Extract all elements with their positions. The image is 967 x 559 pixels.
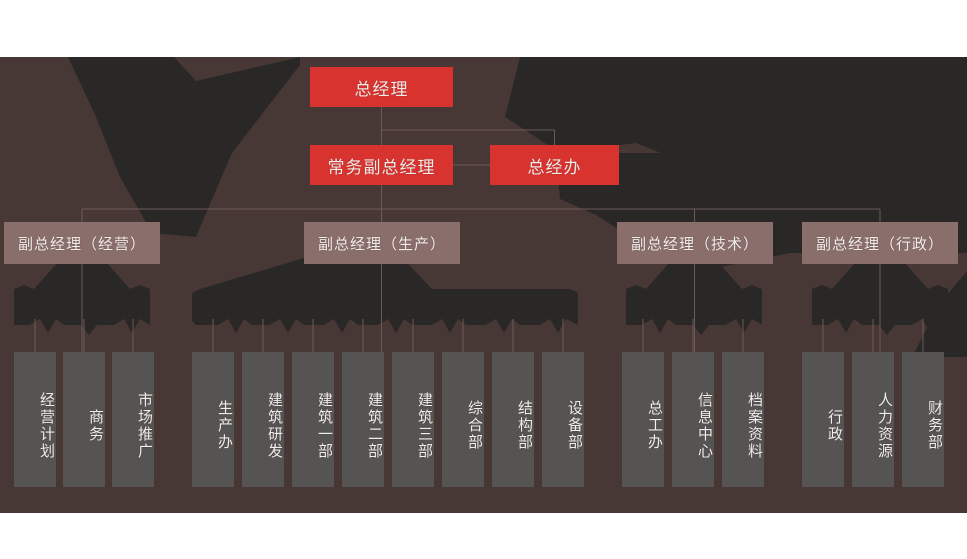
chart-panel: 总经理 常务副总经理 总经办 副总经理（经营） 副总经理（生产） 副总经理（技术… [0,57,967,513]
node-label: 总工办 [646,400,663,451]
node-executive-deputy-gm[interactable]: 常务副总经理 [310,145,453,185]
node-label: 建筑研发 [266,391,283,460]
node-vgm-operations[interactable]: 副总经理（经营） [4,222,160,264]
node-label: 商务 [87,408,104,443]
node-vgm-technology[interactable]: 副总经理（技术） [617,222,773,264]
node-dept-production-office[interactable]: 生产办 [192,352,234,487]
node-label: 信息中心 [696,391,713,460]
node-dept-human-resources[interactable]: 人力资源 [852,352,894,487]
node-label: 人力资源 [876,391,893,460]
node-label: 建筑二部 [366,391,383,460]
node-label: 总经理 [354,79,409,99]
node-label: 建筑三部 [416,391,433,460]
node-label: 副总经理（生产） [317,235,446,253]
node-dept-architecture-1[interactable]: 建筑一部 [292,352,334,487]
node-dept-chief-engineer-office[interactable]: 总工办 [622,352,664,487]
node-label: 副总经理（经营） [17,235,146,253]
connector-lines [0,57,967,513]
node-dept-archives[interactable]: 档案资料 [722,352,764,487]
node-dept-general-affairs[interactable]: 综合部 [442,352,484,487]
node-dept-architecture-3[interactable]: 建筑三部 [392,352,434,487]
org-nodes-layer: 总经理 常务副总经理 总经办 副总经理（经营） 副总经理（生产） 副总经理（技术… [0,57,967,513]
node-vgm-administration[interactable]: 副总经理（行政） [802,222,958,264]
node-dept-structure[interactable]: 结构部 [492,352,534,487]
node-vgm-production[interactable]: 副总经理（生产） [304,222,460,264]
node-dept-architecture-rd[interactable]: 建筑研发 [242,352,284,487]
node-label: 副总经理（行政） [815,235,944,253]
node-label: 行政 [826,408,843,443]
node-dept-administration[interactable]: 行政 [802,352,844,487]
node-dept-planning[interactable]: 经营计划 [14,352,56,487]
node-label: 设备部 [566,400,583,451]
node-label: 经营计划 [38,391,55,460]
node-label: 财务部 [926,400,943,451]
node-dept-architecture-2[interactable]: 建筑二部 [342,352,384,487]
node-dept-business[interactable]: 商务 [63,352,105,487]
node-dept-information-center[interactable]: 信息中心 [672,352,714,487]
node-dept-marketing[interactable]: 市场推广 [112,352,154,487]
node-label: 常务副总经理 [327,157,436,177]
node-label: 市场推广 [136,391,153,460]
node-dept-finance[interactable]: 财务部 [902,352,944,487]
node-label: 综合部 [466,400,483,451]
node-label: 建筑一部 [316,391,333,460]
node-label: 总经办 [527,157,582,177]
node-label: 结构部 [516,400,533,451]
node-dept-equipment[interactable]: 设备部 [542,352,584,487]
node-general-manager[interactable]: 总经理 [310,67,453,107]
node-label: 副总经理（技术） [630,235,759,253]
node-gm-office[interactable]: 总经办 [490,145,619,185]
node-label: 档案资料 [746,391,763,460]
node-label: 生产办 [216,400,233,451]
